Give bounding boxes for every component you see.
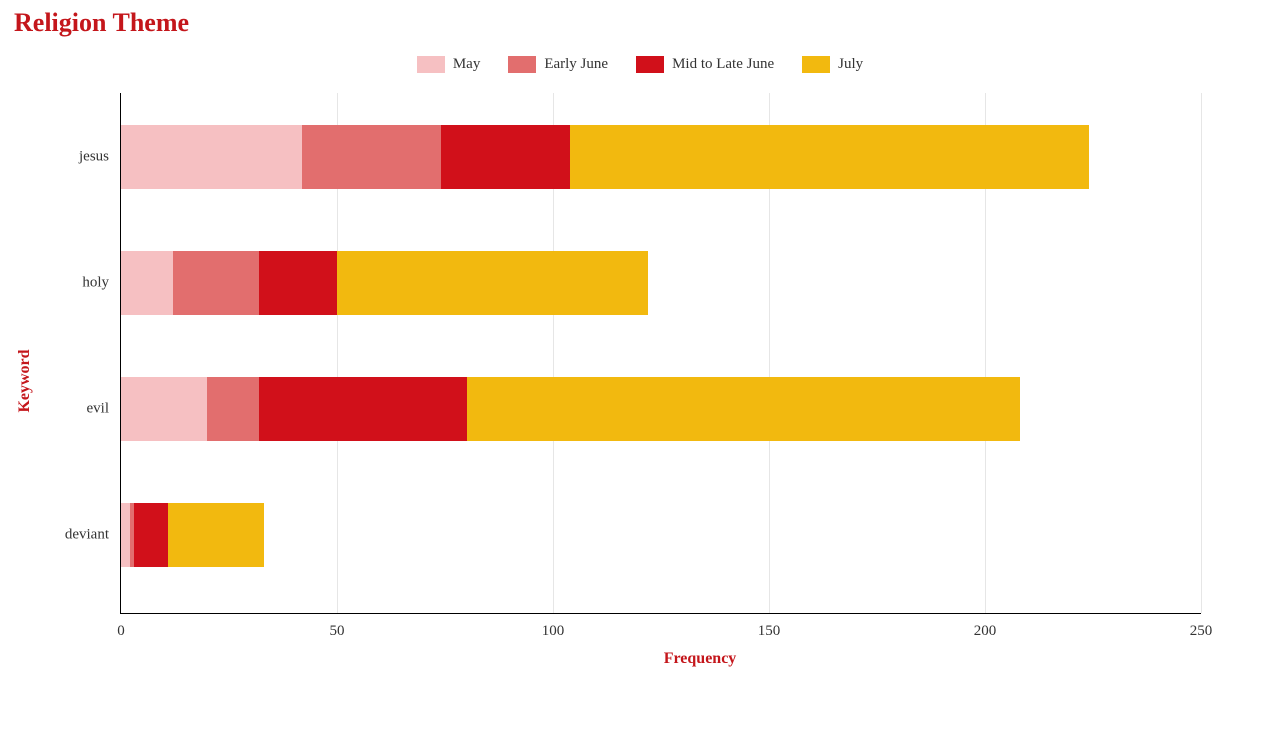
- chart-title: Religion Theme: [0, 0, 1280, 38]
- legend-swatch: [417, 56, 445, 73]
- legend: May Early June Mid to Late June July: [0, 38, 1280, 83]
- bar-segment: [121, 125, 302, 189]
- bar-segment: [570, 125, 1088, 189]
- legend-item: Mid to Late June: [636, 56, 774, 73]
- bar-segment: [173, 251, 259, 315]
- x-tick-label: 150: [758, 613, 781, 640]
- x-tick-label: 0: [117, 613, 125, 640]
- bar-row: [121, 125, 1089, 189]
- bar-segment: [467, 377, 1020, 441]
- category-label: jesus: [79, 149, 121, 166]
- y-axis-label: Keyword: [16, 349, 34, 412]
- bar-row: [121, 377, 1020, 441]
- bar-segment: [168, 503, 263, 567]
- legend-item: July: [802, 56, 863, 73]
- x-tick-label: 100: [542, 613, 565, 640]
- bar-segment: [302, 125, 440, 189]
- legend-label: Early June: [544, 56, 608, 73]
- legend-label: July: [838, 56, 863, 73]
- chart-area: Keyword 050100150200250jesusholyevildevi…: [120, 93, 1280, 668]
- legend-item: Early June: [508, 56, 608, 73]
- category-label: holy: [82, 275, 121, 292]
- legend-label: May: [453, 56, 481, 73]
- x-axis-label: Frequency: [120, 650, 1280, 668]
- gridline: [1201, 93, 1202, 613]
- category-label: deviant: [65, 527, 121, 544]
- legend-swatch: [802, 56, 830, 73]
- bar-segment: [259, 251, 337, 315]
- category-label: evil: [87, 401, 122, 418]
- plot-area: 050100150200250jesusholyevildeviant: [120, 93, 1201, 614]
- bar-segment: [121, 503, 130, 567]
- bar-row: [121, 251, 648, 315]
- bar-segment: [441, 125, 571, 189]
- legend-item: May: [417, 56, 481, 73]
- bar-segment: [121, 251, 173, 315]
- legend-swatch: [508, 56, 536, 73]
- legend-label: Mid to Late June: [672, 56, 774, 73]
- x-tick-label: 250: [1190, 613, 1213, 640]
- bar-segment: [134, 503, 169, 567]
- bar-segment: [337, 251, 648, 315]
- legend-swatch: [636, 56, 664, 73]
- x-tick-label: 200: [974, 613, 997, 640]
- bar-segment: [259, 377, 466, 441]
- bar-segment: [207, 377, 259, 441]
- x-tick-label: 50: [330, 613, 345, 640]
- bar-segment: [121, 377, 207, 441]
- bar-row: [121, 503, 264, 567]
